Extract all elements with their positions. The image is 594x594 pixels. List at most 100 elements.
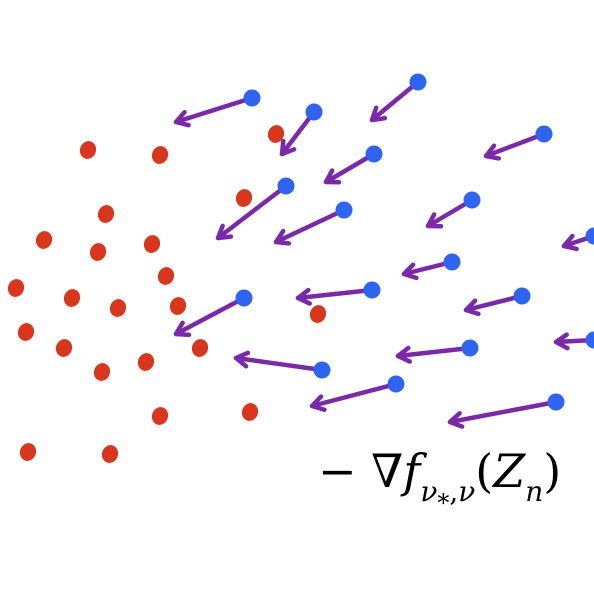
gradient-arrow bbox=[447, 393, 565, 429]
target-point bbox=[277, 177, 295, 195]
arrow-shaft bbox=[483, 131, 547, 159]
gradient-arrow bbox=[233, 350, 331, 379]
gradient-arrow bbox=[309, 375, 405, 413]
source-point bbox=[169, 297, 187, 315]
gradient-formula-label: − ∇fν*,ν(Zn) bbox=[318, 448, 561, 515]
gradient-arrow bbox=[401, 253, 461, 281]
arrow-head bbox=[309, 394, 327, 413]
arrow-head bbox=[369, 105, 388, 123]
source-point bbox=[89, 243, 107, 261]
arrow-shaft bbox=[447, 399, 559, 425]
arrow-shaft bbox=[279, 109, 317, 157]
gradient-arrow bbox=[323, 145, 383, 185]
open-paren: ( bbox=[475, 444, 494, 498]
target-point bbox=[535, 125, 553, 143]
target-point bbox=[313, 361, 331, 379]
source-distribution bbox=[7, 125, 327, 463]
target-point bbox=[461, 339, 479, 357]
arrow-head bbox=[447, 411, 465, 429]
source-point bbox=[267, 125, 285, 143]
source-point bbox=[101, 445, 119, 463]
variable-Z: Z bbox=[493, 444, 526, 498]
arrow-head bbox=[215, 223, 234, 241]
arrow-shaft bbox=[309, 381, 399, 409]
target-point bbox=[305, 103, 323, 121]
target-point bbox=[513, 287, 531, 305]
gradient-arrows bbox=[173, 73, 594, 429]
source-point bbox=[97, 205, 115, 223]
source-point bbox=[17, 323, 35, 341]
gradient-arrow bbox=[273, 201, 353, 246]
arrow-head bbox=[173, 109, 191, 128]
arrow-shaft bbox=[323, 151, 377, 185]
gradient-arrow bbox=[483, 125, 553, 161]
gradient-arrow bbox=[173, 89, 261, 128]
target-point bbox=[243, 89, 261, 107]
arrow-head bbox=[553, 332, 570, 351]
gradient-arrow bbox=[215, 177, 295, 241]
source-point bbox=[55, 339, 73, 357]
arrow-head bbox=[561, 233, 579, 252]
arrow-head bbox=[295, 287, 312, 306]
source-point bbox=[143, 235, 161, 253]
gradient-arrow bbox=[463, 287, 531, 317]
target-point bbox=[365, 145, 383, 163]
source-point bbox=[63, 289, 81, 307]
gradient-arrow bbox=[295, 281, 381, 306]
arrow-shaft bbox=[233, 355, 325, 373]
gradient-arrow bbox=[369, 73, 427, 123]
gradient-arrow bbox=[173, 289, 253, 338]
source-point bbox=[7, 279, 25, 297]
source-point bbox=[241, 403, 259, 421]
arrow-shaft bbox=[273, 207, 347, 245]
gradient-arrow bbox=[561, 227, 594, 252]
arrow-head bbox=[483, 143, 502, 161]
gradient-arrow bbox=[425, 191, 481, 229]
source-point bbox=[35, 231, 53, 249]
nabla-symbol: ∇ bbox=[371, 444, 404, 498]
arrow-head bbox=[401, 262, 419, 281]
arrow-shaft bbox=[369, 79, 421, 123]
source-point bbox=[151, 407, 169, 425]
nu-star-symbol: ν bbox=[420, 475, 438, 508]
arrow-shaft bbox=[425, 197, 475, 229]
target-point bbox=[409, 73, 427, 91]
target-point bbox=[547, 393, 565, 411]
arrow-head bbox=[233, 350, 251, 369]
comma-symbol: , bbox=[449, 475, 459, 508]
target-point bbox=[335, 201, 353, 219]
target-point bbox=[387, 375, 405, 393]
arrow-head bbox=[395, 345, 413, 364]
arrow-head bbox=[279, 138, 297, 157]
arrow-head bbox=[173, 320, 192, 338]
source-point bbox=[151, 146, 169, 164]
source-point bbox=[191, 339, 209, 357]
source-point bbox=[19, 443, 37, 461]
arrow-shaft bbox=[173, 95, 255, 125]
source-point bbox=[109, 299, 127, 317]
source-point bbox=[157, 267, 175, 285]
target-point bbox=[463, 191, 481, 209]
source-point bbox=[137, 353, 155, 371]
target-point bbox=[585, 331, 594, 349]
source-point bbox=[79, 141, 97, 159]
index-n: n bbox=[525, 475, 544, 508]
minus-sign: − bbox=[318, 444, 357, 498]
arrow-shaft bbox=[215, 183, 289, 241]
gradient-arrow bbox=[553, 331, 594, 351]
source-point bbox=[309, 305, 327, 323]
arrow-head bbox=[323, 168, 342, 185]
arrow-head bbox=[463, 298, 481, 317]
close-paren: ) bbox=[543, 444, 562, 498]
arrow-head bbox=[425, 212, 444, 229]
arrow-shaft bbox=[173, 295, 247, 337]
arrow-head bbox=[273, 228, 292, 246]
target-point bbox=[363, 281, 381, 299]
arrow-shaft bbox=[295, 287, 375, 301]
star-symbol: * bbox=[437, 489, 450, 517]
arrow-shaft bbox=[395, 345, 473, 359]
function-f: f bbox=[403, 444, 421, 498]
function-subscript: ν*,ν bbox=[420, 475, 475, 516]
target-point bbox=[443, 253, 461, 271]
